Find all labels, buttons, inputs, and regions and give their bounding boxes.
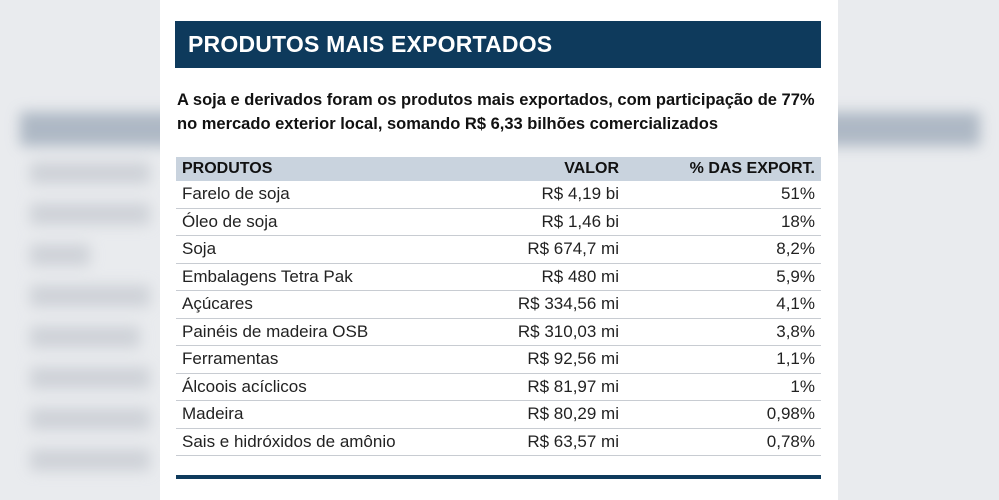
table-row: Sais e hidróxidos de amônio R$ 63,57 mi 0,…	[176, 428, 821, 456]
table-header-row: PRODUTOS VALOR % DAS EXPORT.	[176, 157, 821, 181]
value-cell: R$ 674,7 mi	[448, 235, 625, 264]
table-row: Farelo de soja R$ 4,19 bi 51%	[176, 181, 821, 209]
table-row: Madeira R$ 80,29 mi 0,98%	[176, 400, 821, 429]
blurred-line	[30, 449, 150, 471]
product-cell: Sais e hidróxidos de amônio	[176, 428, 448, 456]
bottom-rule	[176, 475, 821, 479]
blurred-line	[30, 203, 150, 225]
product-cell: Açúcares	[176, 290, 448, 319]
column-header-pct: % DAS EXPORT.	[625, 157, 821, 181]
product-cell: Soja	[176, 235, 448, 264]
blurred-line	[30, 244, 90, 266]
percent-cell: 51%	[625, 181, 821, 209]
value-cell: R$ 81,97 mi	[448, 373, 625, 401]
value-cell: R$ 4,19 bi	[448, 181, 625, 209]
product-cell: Painéis de madeira OSB	[176, 318, 448, 346]
value-cell: R$ 63,57 mi	[448, 428, 625, 456]
percent-cell: 8,2%	[625, 235, 821, 264]
table-row: Açúcares R$ 334,56 mi 4,1%	[176, 290, 821, 319]
product-cell: Álcoois acíclicos	[176, 373, 448, 401]
value-cell: R$ 92,56 mi	[448, 345, 625, 374]
product-cell: Óleo de soja	[176, 208, 448, 236]
table-row: Ferramentas R$ 92,56 mi 1,1%	[176, 345, 821, 374]
infographic-title: PRODUTOS MAIS EXPORTADOS	[175, 21, 821, 68]
blurred-line	[30, 326, 140, 348]
value-cell: R$ 80,29 mi	[448, 400, 625, 429]
column-header-produtos: PRODUTOS	[176, 157, 448, 181]
product-cell: Madeira	[176, 400, 448, 429]
blurred-line	[30, 162, 150, 184]
value-cell: R$ 1,46 bi	[448, 208, 625, 236]
value-cell: R$ 480 mi	[448, 263, 625, 291]
product-cell: Farelo de soja	[176, 181, 448, 209]
exports-table: PRODUTOS VALOR % DAS EXPORT. Farelo de s…	[176, 157, 821, 456]
percent-cell: 3,8%	[625, 318, 821, 346]
value-cell: R$ 310,03 mi	[448, 318, 625, 346]
table-row: Óleo de soja R$ 1,46 bi 18%	[176, 208, 821, 236]
percent-cell: 0,78%	[625, 428, 821, 456]
percent-cell: 0,98%	[625, 400, 821, 429]
percent-cell: 1,1%	[625, 345, 821, 374]
value-cell: R$ 334,56 mi	[448, 290, 625, 319]
table-row: Painéis de madeira OSB R$ 310,03 mi 3,8%	[176, 318, 821, 346]
column-header-valor: VALOR	[448, 157, 625, 181]
product-cell: Ferramentas	[176, 345, 448, 374]
percent-cell: 5,9%	[625, 263, 821, 291]
table-row: Embalagens Tetra Pak R$ 480 mi 5,9%	[176, 263, 821, 291]
percent-cell: 1%	[625, 373, 821, 401]
percent-cell: 4,1%	[625, 290, 821, 319]
table-row: Soja R$ 674,7 mi 8,2%	[176, 235, 821, 264]
blurred-line	[30, 408, 150, 430]
blurred-line	[30, 285, 150, 307]
table-row: Álcoois acíclicos R$ 81,97 mi 1%	[176, 373, 821, 401]
product-cell: Embalagens Tetra Pak	[176, 263, 448, 291]
blurred-line	[30, 367, 150, 389]
intro-text: A soja e derivados foram os produtos mai…	[177, 91, 815, 133]
infographic-card: PRODUTOS MAIS EXPORTADOS A soja e deriva…	[160, 0, 838, 500]
percent-cell: 18%	[625, 208, 821, 236]
